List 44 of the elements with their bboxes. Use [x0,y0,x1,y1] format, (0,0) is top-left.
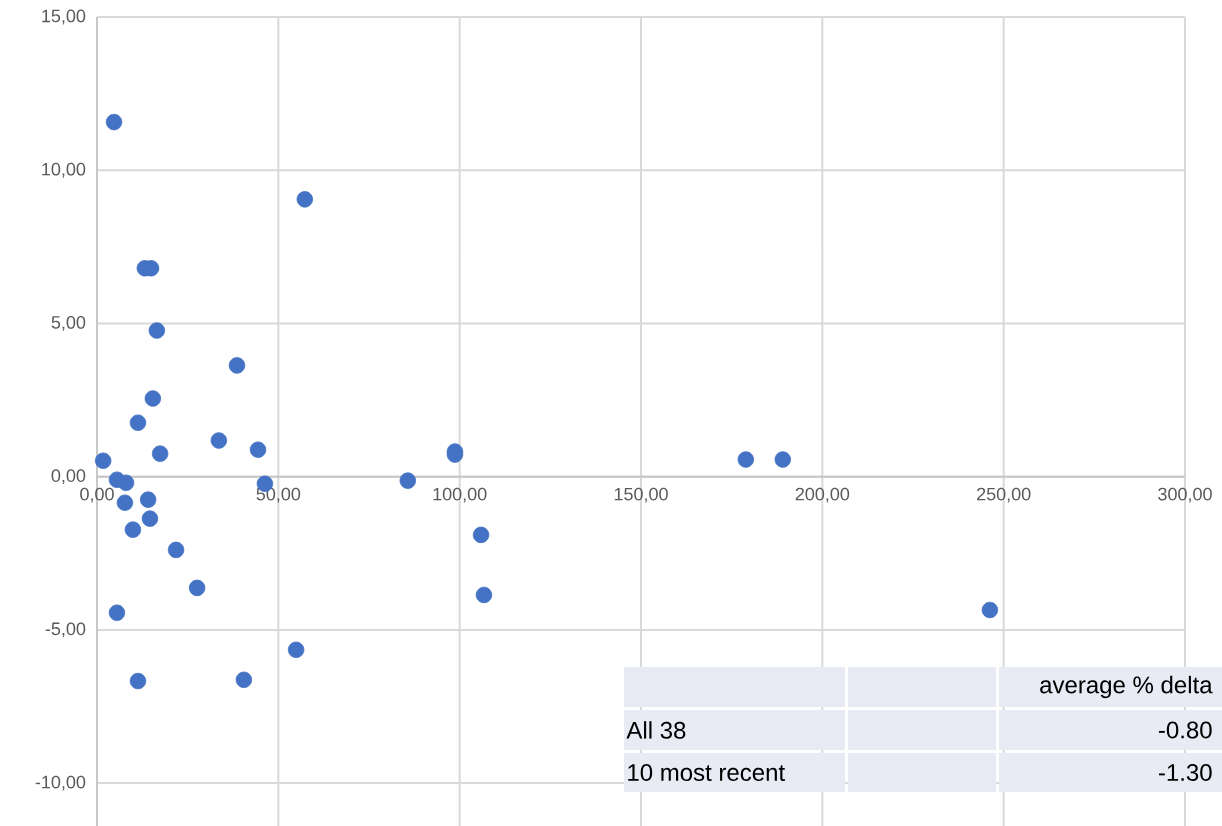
point [475,586,493,604]
annotation: average % delta [1040,675,1213,699]
x-tick-label: 200,00 [795,487,850,503]
point [167,541,185,559]
point [108,604,126,621]
y-tick-label: -5,00 [45,622,86,638]
annotation: -0.80 [1158,721,1212,739]
point [94,452,112,469]
y-tick-label: -10,00 [35,775,86,791]
y-tick-label: 10,00 [42,162,86,178]
point [105,113,123,131]
point [296,191,314,208]
y-tick-label: 15,00 [42,9,86,25]
point [151,445,169,462]
point [981,601,999,619]
x-tick-label: 100,00 [433,487,487,503]
point [774,451,792,468]
x-tick-label: 150,00 [614,487,668,503]
point [210,432,228,449]
annotation: -1.30 [1158,764,1212,781]
point [472,526,490,544]
point [148,322,166,339]
point [188,579,206,597]
x-tick-label: 250,00 [977,487,1031,503]
point [129,414,147,431]
point [249,441,267,458]
x-tick-label: 300,00 [1158,487,1212,503]
point [737,451,755,468]
point [287,641,305,658]
point [139,491,157,508]
x-tick-label: 0,00 [80,487,114,503]
point [141,510,159,527]
point [228,357,246,374]
point [144,390,162,407]
annotation: All 38 [626,721,686,739]
point [124,521,142,538]
point [129,672,147,690]
point [235,671,253,689]
y-tick-label: 0,00 [51,469,86,485]
point [399,472,417,489]
annotation: 10 most recent [628,764,785,781]
point [117,474,135,491]
point [116,494,134,511]
y-tick-label: 5,00 [51,315,86,331]
